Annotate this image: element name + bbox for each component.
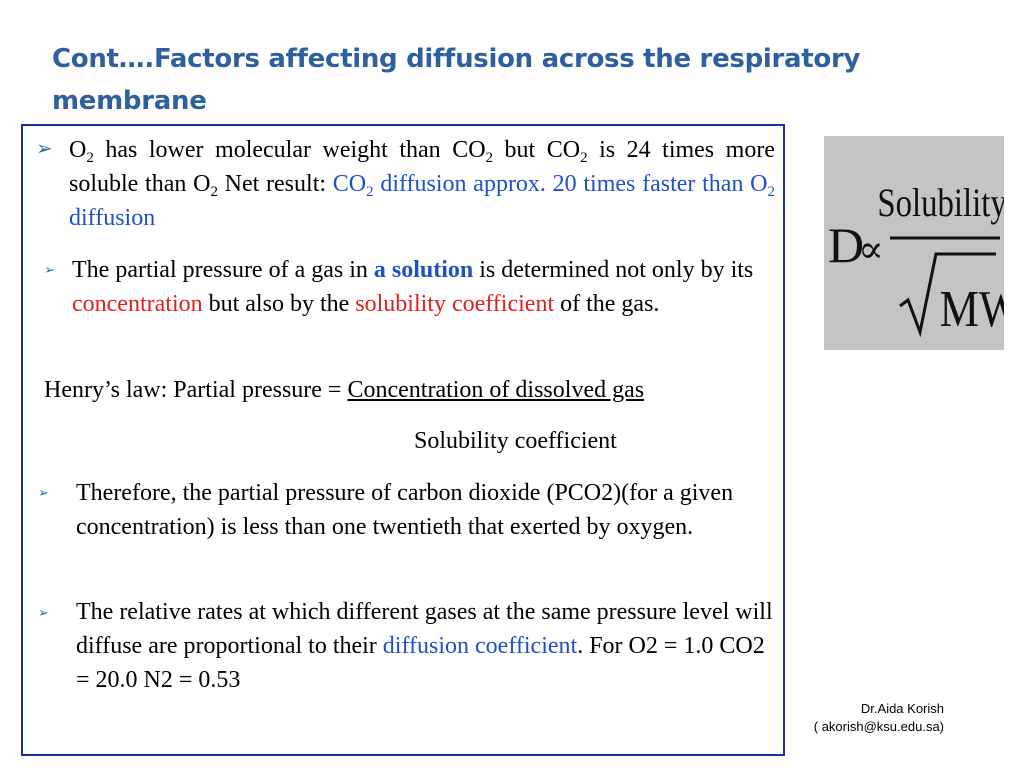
diffusion-result-text: CO2 diffusion approx. 20 times faster th… [69, 171, 776, 231]
formula-d: D [828, 217, 864, 273]
paragraph-relative-rates: The relative rates at which different ga… [76, 599, 773, 693]
author-name: Dr.Aida Korish [860, 701, 944, 716]
paragraph-therefore: Therefore, the partial pressure of carbo… [76, 480, 734, 540]
a-solution-text: a solution [373, 257, 474, 283]
paragraph-partial-pressure: The partial pressure of a gas in a solut… [72, 257, 754, 317]
henry-numerator: Concentration of dissolved gas [347, 377, 645, 403]
author-email: ( akorish@ksu.edu.sa) [813, 719, 944, 734]
concentration-text: concentration [72, 291, 203, 317]
bullet-arrow-icon: ➢ [38, 486, 49, 501]
formula-proportional-symbol: ∝ [858, 227, 884, 271]
formula-numerator: Solubility [877, 180, 1004, 225]
diffusion-coefficient-text: diffusion coefficient [382, 633, 578, 659]
bullet-arrow-icon: ➢ [38, 606, 49, 621]
formula-graphic: D ∝ Solubility MW [828, 180, 1021, 338]
bullet-arrow-icon: ➢ [44, 263, 55, 278]
diffusion-formula-image: D ∝ Solubility MW [824, 136, 1021, 350]
henry-denominator: Solubility coefficient [414, 428, 617, 454]
author-footer: Dr.Aida Korish ( akorish@ksu.edu.sa) [814, 700, 944, 736]
slide-title: Cont….Factors affecting diffusion across… [52, 44, 861, 116]
content-box: ➢ O2 has lower molecular weight than CO2… [21, 124, 785, 756]
formula-denominator: MW [940, 281, 1004, 338]
paragraph-molecular-weight: O2 has lower molecular weight than CO2 b… [69, 137, 776, 231]
sqrt-icon [899, 252, 996, 338]
solubility-coefficient-text: solubility coefficient [355, 291, 555, 317]
bullet-arrow-icon: ➢ [36, 136, 53, 160]
henrys-law-line: Henry’s law: Partial pressure = Concentr… [44, 377, 645, 403]
